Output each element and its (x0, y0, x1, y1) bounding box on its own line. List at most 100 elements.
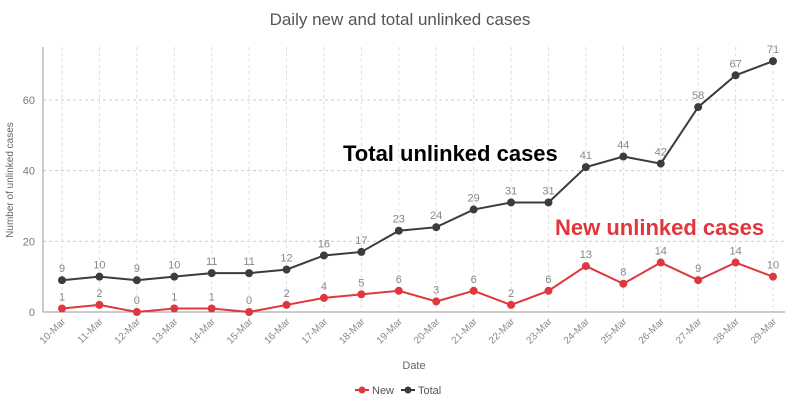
data-label: 10 (93, 260, 105, 272)
data-label: 11 (206, 256, 217, 268)
data-point (694, 276, 703, 285)
data-label: 1 (59, 291, 65, 303)
data-point (394, 226, 403, 235)
series-line-total (61, 60, 774, 282)
data-label: 2 (508, 288, 514, 300)
x-tick-label: 27-Mar (674, 316, 705, 347)
data-label: 11 (243, 256, 254, 268)
data-label: 2 (96, 288, 102, 300)
data-label: 9 (134, 263, 140, 275)
data-label: 8 (620, 267, 626, 279)
data-point (319, 251, 328, 260)
data-point (132, 276, 141, 285)
data-label: 23 (393, 214, 405, 226)
x-tick-label: 23-Mar (524, 316, 555, 347)
data-label: 3 (433, 284, 439, 296)
data-point (170, 304, 179, 313)
data-label: 10 (767, 260, 779, 272)
data-point (432, 223, 441, 232)
data-point (581, 262, 590, 271)
data-label: 29 (468, 193, 480, 205)
data-label: 14 (729, 246, 741, 258)
data-point (469, 286, 478, 295)
data-label: 13 (580, 249, 592, 261)
x-tick-label: 12-Mar (113, 316, 144, 347)
data-point (469, 205, 478, 214)
legend-marker (404, 386, 412, 394)
x-tick-label: 17-Mar (300, 316, 331, 347)
x-tick-label: 28-Mar (712, 316, 743, 347)
data-point (544, 198, 553, 207)
chart-title: Daily new and total unlinked cases (269, 10, 531, 29)
data-point (357, 247, 366, 256)
data-label: 58 (692, 90, 704, 102)
y-tick-label: 40 (23, 166, 35, 178)
data-point (769, 57, 777, 66)
x-tick-label: 26-Mar (637, 316, 668, 347)
data-point (245, 308, 254, 316)
data-label: 1 (171, 291, 177, 303)
x-tick-label: 11-Mar (76, 316, 106, 346)
x-tick-label: 29-Mar (749, 316, 780, 347)
data-label: 9 (59, 263, 65, 275)
data-label: 12 (280, 253, 292, 265)
x-tick-label: 24-Mar (562, 316, 593, 347)
data-label: 31 (542, 185, 554, 197)
data-label: 5 (358, 277, 364, 289)
data-point (58, 304, 66, 313)
data-point (731, 258, 740, 267)
x-axis-label: Date (402, 360, 425, 372)
data-label: 71 (767, 44, 779, 56)
data-label: 6 (396, 274, 402, 286)
y-tick-label: 20 (23, 236, 35, 248)
data-label: 2 (283, 288, 289, 300)
data-label: 1 (209, 291, 215, 303)
data-point (95, 272, 104, 281)
data-point (656, 258, 665, 267)
data-label: 14 (655, 246, 667, 258)
legend-label: New (372, 385, 394, 397)
annotation-new: New unlinked cases (555, 215, 765, 240)
data-point (170, 272, 179, 281)
legend-marker (358, 386, 366, 394)
data-point (432, 297, 441, 306)
data-label: 9 (695, 263, 701, 275)
data-label: 17 (355, 235, 367, 247)
x-tick-label: 14-Mar (188, 316, 219, 347)
x-tick-label: 13-Mar (150, 316, 181, 347)
x-tick-label: 25-Mar (599, 316, 630, 347)
data-label: 41 (580, 150, 592, 162)
y-tick-label: 60 (23, 95, 35, 107)
x-tick-label: 20-Mar (412, 316, 443, 347)
data-point (731, 71, 740, 80)
data-point (319, 293, 328, 302)
data-point (581, 163, 590, 172)
data-point (282, 265, 291, 274)
legend-label: Total (418, 385, 441, 397)
x-tick-label: 19-Mar (375, 316, 406, 347)
data-label: 4 (321, 281, 327, 293)
annotation-total: Total unlinked cases (343, 141, 558, 166)
data-label: 44 (617, 140, 629, 152)
data-label: 24 (430, 210, 442, 222)
x-tick-label: 16-Mar (262, 316, 293, 347)
data-point (544, 286, 553, 295)
data-point (394, 286, 403, 295)
data-point (245, 269, 254, 278)
data-point (507, 300, 516, 309)
data-point (357, 290, 366, 299)
x-tick-label: 22-Mar (487, 316, 518, 347)
data-label: 42 (655, 147, 667, 159)
data-label: 6 (471, 274, 477, 286)
data-point (694, 103, 703, 112)
data-point (619, 152, 628, 161)
data-label: 67 (729, 58, 741, 70)
data-point (95, 300, 104, 309)
y-axis-label: Number of unlinked cases (5, 122, 16, 238)
data-label: 6 (545, 274, 551, 286)
data-point (207, 269, 216, 278)
data-point (58, 276, 66, 285)
series-line-new (61, 261, 774, 314)
